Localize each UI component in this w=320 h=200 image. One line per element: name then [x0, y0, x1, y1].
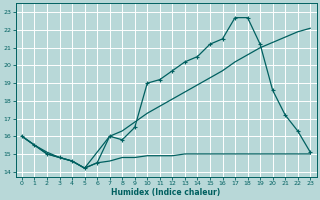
X-axis label: Humidex (Indice chaleur): Humidex (Indice chaleur)	[111, 188, 221, 197]
